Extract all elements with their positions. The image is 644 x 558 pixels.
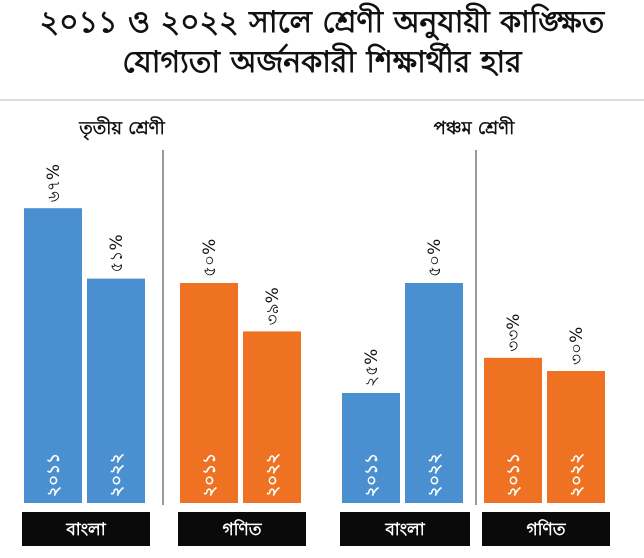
category-box [22, 512, 150, 546]
chart-title-line-1: ২০১১ ও ২০২২ সালে শ্রেণী অনুযায়ী কাঙ্ক্ষ… [39, 5, 605, 40]
category-box [178, 512, 306, 546]
bar-year-label: ২০১১ [504, 453, 524, 497]
bar-year-label: ২০১১ [200, 453, 220, 497]
bar [342, 393, 400, 503]
category-box [482, 512, 610, 546]
bar [405, 283, 463, 503]
bar [87, 278, 145, 503]
bar-value-label: ৫০% [200, 239, 220, 277]
bar [24, 208, 82, 503]
category-label: বাংলা [384, 520, 425, 540]
chart-title-line-2: যোগ্যতা অর্জনকারী শিক্ষার্থীর হার [122, 45, 522, 80]
bar-year-label: ২০২২ [567, 453, 587, 497]
bar [484, 357, 542, 503]
category-label: গণিত [526, 518, 566, 540]
bar-value-label: ৩৯% [263, 287, 283, 325]
bar [180, 283, 238, 503]
bar-value-label: ৩৩% [504, 314, 524, 352]
category-label: বাংলা [65, 520, 106, 540]
bar-year-label: ২০২২ [263, 453, 283, 497]
bar-year-label: ২০২২ [425, 453, 445, 497]
bar [547, 371, 605, 503]
bar-value-label: ৫০% [425, 239, 445, 277]
category-box [340, 512, 470, 546]
bar-value-label: ৩০% [567, 327, 587, 365]
group-title: পঞ্চম শ্রেণী [434, 116, 515, 139]
category-label: গণিত [222, 518, 262, 540]
bar-year-label: ২০১১ [44, 453, 64, 497]
bar-value-label: ৫১% [107, 234, 127, 272]
bar-year-label: ২০১১ [362, 453, 382, 497]
group-title: তৃতীয় শ্রেণী [78, 116, 165, 141]
bar-year-label: ২০২২ [107, 453, 127, 497]
bar-value-label: ৬৭% [44, 164, 64, 202]
bar [243, 331, 301, 503]
bar-value-label: ২৫% [362, 349, 382, 387]
